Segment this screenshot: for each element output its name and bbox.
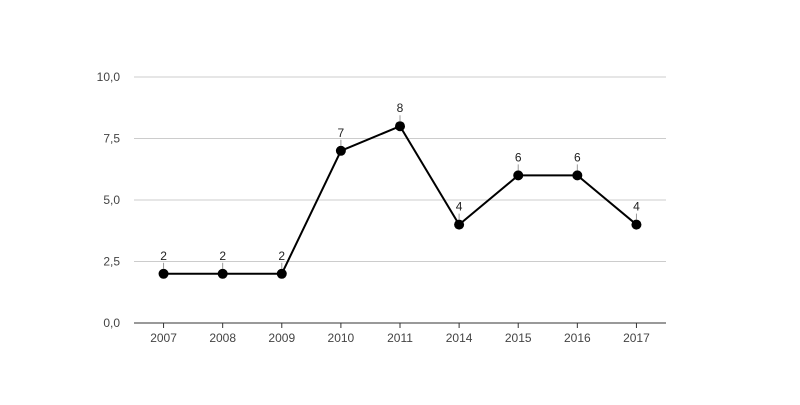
data-point[interactable] [631,219,642,230]
data-label: 2 [278,249,285,263]
x-tick-label: 2010 [328,331,355,345]
axes: 0,0 2,5 5,0 7,5 10,0 2007 2008 2009 2010 2011 2014… [97,70,666,345]
x-tick-label: 2007 [150,331,177,345]
x-tick-label: 2016 [564,331,591,345]
x-tick-label: 2008 [209,331,236,345]
y-tick-label: 10,0 [97,70,121,84]
data-label: 7 [338,126,345,140]
y-tick-label: 0,0 [103,316,120,330]
data-point[interactable] [335,145,346,156]
x-tick-label: 2009 [268,331,295,345]
data-label: 6 [515,150,522,164]
data-point[interactable] [395,121,405,132]
y-tick-label: 5,0 [103,193,120,207]
data-points [158,121,642,279]
data-label: 6 [574,150,581,164]
data-point[interactable] [158,268,169,279]
gridlines [134,76,666,262]
data-label: 4 [633,200,640,214]
data-point[interactable] [572,170,583,181]
y-tick-label: 2,5 [103,255,120,269]
x-tick-label: 2017 [623,331,650,345]
data-label: 4 [456,200,463,214]
x-tick-label: 2015 [505,331,532,345]
data-point[interactable] [513,170,524,181]
data-point[interactable] [217,268,228,279]
x-tick-label: 2014 [446,331,473,345]
y-tick-label: 7,5 [103,132,120,146]
data-labels: 2 2 2 7 8 4 6 6 4 [160,101,640,269]
data-label: 2 [160,249,167,263]
x-tick-label: 2011 [387,331,413,345]
data-point[interactable] [454,219,465,230]
data-label: 8 [397,101,404,115]
data-label: 2 [219,249,226,263]
data-point[interactable] [276,268,287,279]
